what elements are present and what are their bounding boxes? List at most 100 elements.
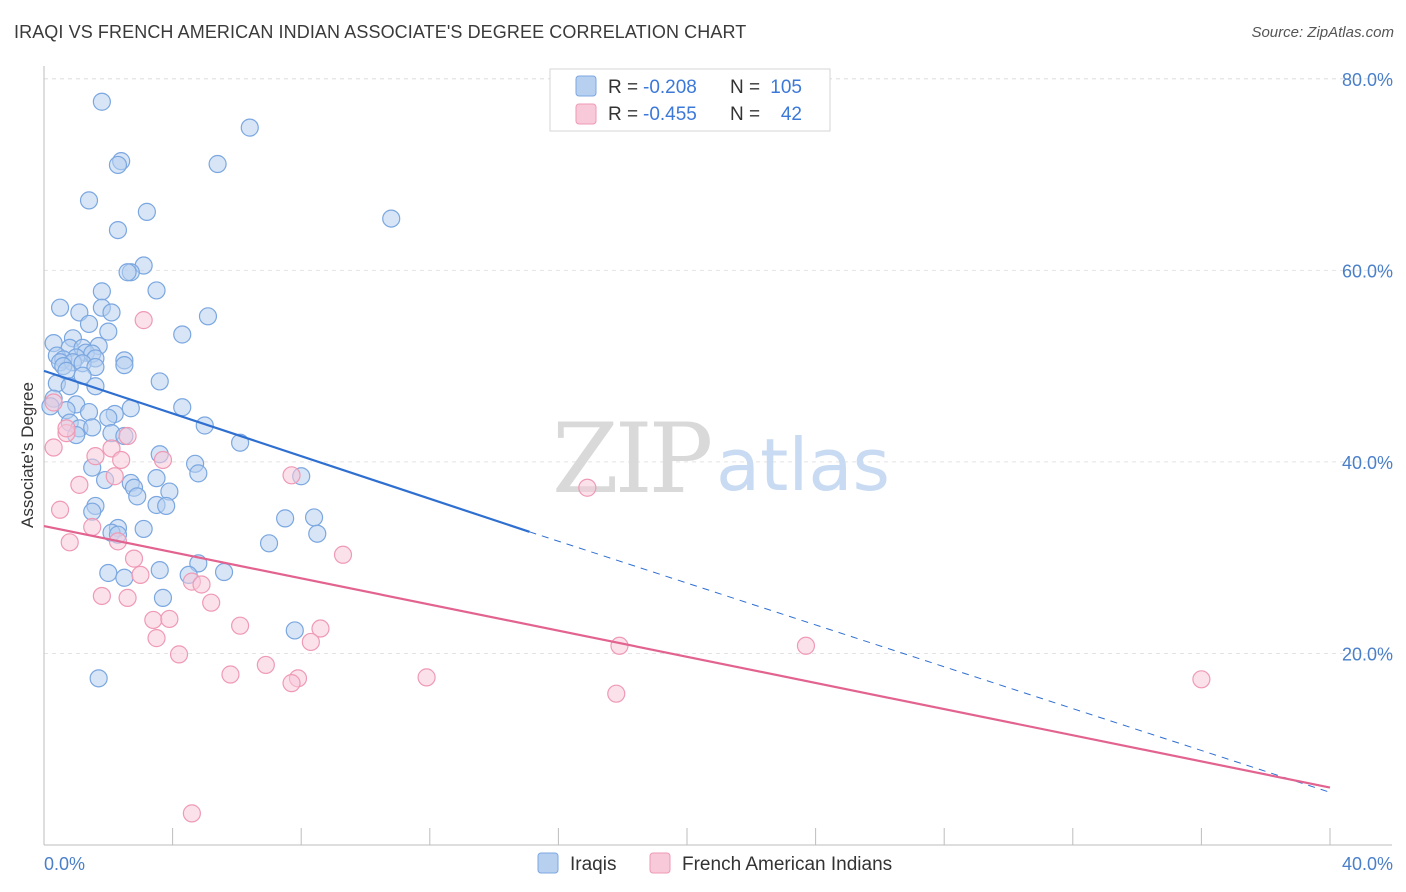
data-points [41,92,1211,823]
point-iraqis-54 [99,408,118,427]
point-french-american-indians-29 [311,619,330,638]
point-iraqis-51 [79,402,99,422]
point-iraqis-81 [134,519,153,539]
point-iraqis-8 [108,220,128,240]
point-iraqis-12 [147,281,166,300]
legend-r-value-1: -0.208 [643,77,697,98]
point-french-american-indians-30 [147,629,166,648]
point-iraqis-77 [83,502,102,521]
point-iraqis-18 [198,307,218,326]
point-iraqis-49 [173,398,192,417]
point-iraqis-68 [147,469,166,488]
point-french-american-indians-4 [118,426,137,446]
point-iraqis-62 [231,433,250,452]
point-iraqis-78 [276,509,295,528]
point-french-american-indians-14 [50,500,70,519]
point-french-american-indians-25 [202,593,221,612]
point-iraqis-3 [108,155,128,175]
chart-source: Source: ZipAtlas.com [1251,24,1394,41]
watermark: ZIP atlas [552,403,890,515]
point-iraqis-93 [285,621,304,640]
x-tick-label-min: 0.0% [44,854,85,874]
point-iraqis-79 [304,508,324,527]
point-iraqis-66 [189,464,208,483]
point-french-american-indians-28 [231,616,250,635]
point-french-american-indians-15 [83,517,102,537]
point-french-american-indians-18 [333,545,353,564]
point-iraqis-92 [153,588,173,607]
point-iraqis-73 [128,487,147,506]
point-french-american-indians-40 [1192,670,1211,689]
legend-stats-box [549,68,831,132]
point-french-american-indians-20 [131,565,150,585]
watermark-atlas: atlas [716,423,890,507]
legend-bottom-label-french-american-indians: French American Indians [682,854,892,875]
axes [43,66,1392,846]
point-french-american-indians-39 [282,674,301,693]
point-french-american-indians-22 [192,575,211,594]
legend-r-value-2: -0.455 [643,104,697,125]
legend-series: Iraqis French American Indians [537,852,892,875]
trend-lines [43,369,1331,793]
point-iraqis-87 [150,561,169,580]
point-iraqis-7 [382,209,401,228]
point-iraqis-4 [208,154,227,174]
watermark-zip: ZIP [552,403,711,515]
legend-bottom-swatch-french-american-indians [649,852,671,874]
point-french-american-indians-9 [153,450,173,470]
point-iraqis-6 [137,202,156,221]
point-french-american-indians-7 [86,447,105,466]
point-french-american-indians-17 [60,533,79,552]
point-french-american-indians-27 [160,609,179,629]
legend-bottom-label-iraqis: Iraqis [570,854,616,875]
point-french-american-indians-35 [256,655,275,675]
point-iraqis-13 [92,282,111,301]
point-iraqis-20 [99,322,118,341]
point-iraqis-94 [89,669,108,688]
point-french-american-indians-10 [105,467,124,486]
point-french-american-indians-34 [169,645,189,664]
point-iraqis-1 [240,118,259,137]
y-tick-label-3: 80.0% [1342,70,1393,90]
point-iraqis-88 [214,562,234,582]
point-iraqis-85 [259,534,279,553]
point-iraqis-11 [118,263,137,282]
point-french-american-indians-23 [92,586,111,606]
point-french-american-indians-12 [70,475,89,494]
point-french-american-indians-5 [44,438,63,457]
x-tick-label-max: 40.0% [1342,854,1393,874]
point-french-american-indians-32 [610,636,629,655]
point-iraqis-43 [150,372,169,391]
point-french-american-indians-37 [417,668,436,687]
point-iraqis-37 [115,356,134,375]
point-iraqis-5 [79,191,99,210]
point-iraqis-39 [86,357,105,377]
point-french-american-indians-31 [301,632,320,652]
point-french-american-indians-0 [134,311,153,330]
point-french-american-indians-3 [57,419,76,438]
point-french-american-indians-13 [578,478,597,497]
point-french-american-indians-26 [144,610,163,630]
y-tick-label-1: 40.0% [1342,453,1393,473]
point-iraqis-21 [173,325,192,344]
chart-title: IRAQI VS FRENCH AMERICAN INDIAN ASSOCIAT… [14,22,747,42]
trend-line-iraqis [43,369,530,533]
legend-stats: R = -0.208 N = 105 R = -0.455 N = 42 [549,68,831,132]
point-iraqis-58 [83,418,102,437]
y-tick-label-2: 60.0% [1342,261,1393,281]
legend-n-value-2: 42 [781,104,802,125]
point-french-american-indians-1 [44,393,63,412]
point-iraqis-14 [50,298,70,317]
legend-bottom-swatch-iraqis [537,852,559,874]
point-iraqis-89 [99,563,118,583]
point-french-american-indians-36 [221,665,240,684]
trend-line-iraqis-extension [529,531,1331,793]
legend-n-label-1: N = [730,77,760,98]
legend-r-label-1: R = [608,77,638,98]
legend-r-label-2: R = [608,104,638,125]
point-iraqis-19 [79,314,99,334]
point-french-american-indians-11 [282,466,301,485]
y-tick-label-0: 20.0% [1342,644,1393,664]
legend-n-value-1: 105 [770,77,802,98]
